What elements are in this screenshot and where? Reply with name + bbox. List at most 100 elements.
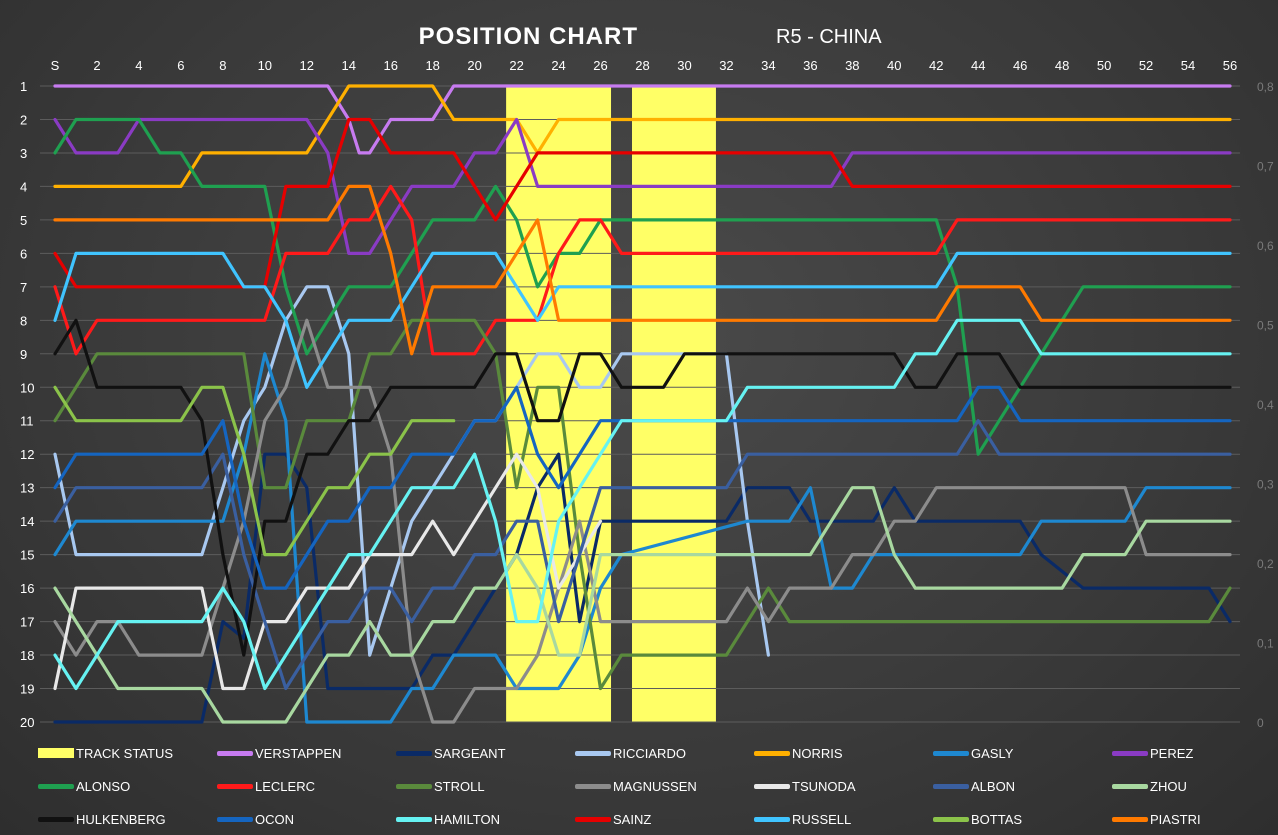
series-line-piastri (53, 184, 1232, 356)
legend-label: ALBON (971, 778, 1016, 794)
legend-item-tsunoda: TSUNODA (754, 775, 933, 797)
legend-label: SAINZ (613, 811, 652, 827)
x-tick-label: 54 (1181, 58, 1195, 73)
legend-item-alonso: ALONSO (38, 775, 217, 797)
legend-item-russell: RUSSELL (754, 808, 933, 830)
legend-label: HAMILTON (434, 811, 500, 827)
series-lines (53, 84, 1232, 724)
legend-swatch (754, 783, 790, 789)
x-tick-label: 46 (1013, 58, 1027, 73)
x-tick-label: 56 (1223, 58, 1237, 73)
y-tick-label: 18 (20, 648, 34, 663)
y2-tick-label: 0,3 (1257, 478, 1274, 492)
legend-swatch (217, 783, 253, 789)
secondary-y-axis-ticks: 0,8 0,7 0,6 0,5 0,4 0,3 0,2 0,1 0 (1257, 80, 1274, 730)
x-tick-label: 14 (342, 58, 356, 73)
y2-tick-label: 0,5 (1257, 319, 1274, 333)
series-line-bottas (53, 385, 456, 557)
y-tick-label: 3 (20, 146, 27, 161)
legend-item-hulkenberg: HULKENBERG (38, 808, 217, 830)
legend-item-verstappen: VERSTAPPEN (217, 742, 396, 764)
legend-swatch (575, 816, 611, 822)
y2-tick-label: 0,4 (1257, 398, 1274, 412)
x-tick-label: 24 (551, 58, 565, 73)
y-tick-label: 7 (20, 280, 27, 295)
legend-swatch (1112, 750, 1148, 756)
x-tick-label: 28 (635, 58, 649, 73)
legend-label: RICCIARDO (613, 745, 686, 761)
y-tick-label: 11 (20, 414, 34, 429)
y-tick-label: 19 (20, 682, 34, 697)
legend-item-perez: PEREZ (1112, 742, 1278, 764)
x-tick-label: 6 (177, 58, 184, 73)
series-line-norris (53, 84, 1232, 188)
legend-swatch (38, 816, 74, 822)
legend-swatch (396, 750, 432, 756)
legend-label: SARGEANT (434, 745, 506, 761)
legend-swatch (1112, 783, 1148, 789)
legend-label: ALONSO (76, 778, 131, 794)
series-line-verstappen (53, 84, 1232, 155)
x-tick-label: 34 (761, 58, 775, 73)
x-tick-label: 22 (509, 58, 523, 73)
y2-tick-label: 0 (1257, 716, 1264, 730)
legend-item-leclerc: LECLERC (217, 775, 396, 797)
track-status-bands (506, 86, 716, 722)
x-tick-label: 48 (1055, 58, 1069, 73)
legend-swatch (396, 816, 432, 822)
legend-label: VERSTAPPEN (255, 745, 342, 761)
legend-item-track-status: TRACK STATUS (38, 742, 217, 764)
legend-swatch (217, 816, 253, 822)
x-tick-label: 52 (1139, 58, 1153, 73)
x-tick-label: 44 (971, 58, 985, 73)
series-line-gasly (53, 352, 1232, 724)
legend-label: MAGNUSSEN (613, 778, 697, 794)
legend-item-ricciardo: RICCIARDO (575, 742, 754, 764)
y-tick-label: 15 (20, 548, 34, 563)
track-status-band-2 (632, 86, 716, 722)
y2-tick-label: 0,1 (1257, 637, 1274, 651)
legend-item-norris: NORRIS (754, 742, 933, 764)
y-tick-label: 16 (20, 581, 34, 596)
legend-label: OCON (255, 811, 294, 827)
legend-label: HULKENBERG (76, 811, 166, 827)
legend-item-sargeant: SARGEANT (396, 742, 575, 764)
y-tick-label: 20 (20, 715, 34, 730)
legend-label: BOTTAS (971, 811, 1023, 827)
legend-label: NORRIS (792, 745, 843, 761)
x-tick-label: 42 (929, 58, 943, 73)
legend-label: TSUNODA (792, 778, 856, 794)
legend-item-hamilton: HAMILTON (396, 808, 575, 830)
legend-swatch (754, 816, 790, 822)
series-line-zhou (53, 486, 1232, 724)
x-tick-label: 26 (593, 58, 607, 73)
legend-swatch (38, 748, 74, 758)
y-tick-label: 14 (20, 514, 34, 529)
legend-item-piastri: PIASTRI (1112, 808, 1278, 830)
y2-tick-label: 0,7 (1257, 160, 1274, 174)
legend-swatch (933, 750, 969, 756)
legend-label: STROLL (434, 778, 485, 794)
x-tick-label: 18 (425, 58, 439, 73)
x-tick-label: 10 (258, 58, 272, 73)
legend-item-bottas: BOTTAS (933, 808, 1112, 830)
series-line-ocon (53, 385, 1232, 590)
legend-label: TRACK STATUS (76, 745, 174, 761)
y-tick-label: 6 (20, 246, 27, 261)
y-tick-label: 1 (20, 79, 27, 94)
y2-tick-label: 0,6 (1257, 239, 1274, 253)
legend-label: RUSSELL (792, 811, 852, 827)
legend-item-albon: ALBON (933, 775, 1112, 797)
legend-item-sainz: SAINZ (575, 808, 754, 830)
x-tick-label: 12 (300, 58, 314, 73)
position-chart: POSITION CHART R5 - CHINA S 2 4 6 8 10 12 14 16 1… (20, 58, 1275, 730)
x-tick-label: 32 (719, 58, 733, 73)
x-tick-label: 50 (1097, 58, 1111, 73)
x-tick-label: S (51, 58, 60, 73)
x-axis-ticks: S 2 4 6 8 10 12 14 16 18 20 22 24 26 28 30 32 34 36 38 40 42 4… (51, 58, 1238, 73)
legend-label: ZHOU (1150, 778, 1187, 794)
series-line-stroll (53, 318, 1232, 691)
legend-swatch (575, 750, 611, 756)
x-tick-label: 38 (845, 58, 859, 73)
